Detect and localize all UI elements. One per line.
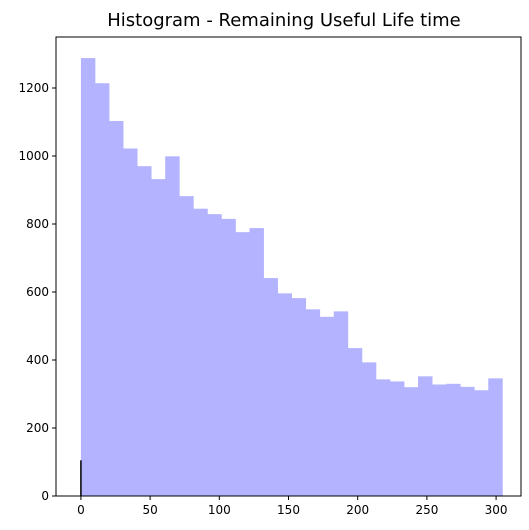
histogram-bar bbox=[403, 387, 419, 496]
x-tick-label: 100 bbox=[208, 503, 231, 517]
y-tick-label: 600 bbox=[26, 285, 49, 299]
histogram-bar bbox=[193, 208, 208, 496]
histogram-bar bbox=[375, 379, 391, 496]
y-tick-label: 800 bbox=[26, 217, 49, 231]
x-tick-label: 200 bbox=[346, 503, 369, 517]
histogram-bar bbox=[151, 179, 166, 496]
histogram-bar bbox=[249, 228, 264, 496]
histogram-bar bbox=[277, 293, 293, 496]
histogram-bar bbox=[179, 196, 194, 496]
histogram-bar bbox=[291, 298, 307, 496]
histogram-bar bbox=[446, 383, 461, 496]
histogram-bar bbox=[263, 278, 278, 496]
y-axis: 0 200 400 600 800 1000 1200 bbox=[18, 81, 56, 503]
histogram-bar bbox=[109, 120, 124, 496]
histogram-bar bbox=[361, 362, 377, 496]
histogram-bar bbox=[137, 166, 152, 496]
y-tick-label: 0 bbox=[41, 489, 49, 503]
histogram-bar bbox=[207, 214, 222, 496]
histogram-bar bbox=[305, 309, 321, 496]
y-tick-label: 400 bbox=[26, 353, 49, 367]
x-tick-label: 250 bbox=[415, 503, 438, 517]
y-tick-label: 200 bbox=[26, 421, 49, 435]
histogram-bar bbox=[235, 232, 250, 496]
histogram-bar bbox=[333, 311, 349, 496]
histogram-bar bbox=[460, 386, 475, 496]
x-tick-label: 0 bbox=[77, 503, 85, 517]
x-tick-label: 300 bbox=[485, 503, 508, 517]
histogram-bar bbox=[94, 83, 110, 497]
histogram-bar bbox=[488, 378, 503, 496]
histogram-bar bbox=[319, 316, 335, 496]
histogram-bar bbox=[221, 218, 236, 496]
y-tick-label: 1000 bbox=[18, 149, 49, 163]
histogram-bar bbox=[432, 384, 447, 496]
histogram-bar bbox=[165, 156, 180, 496]
histogram-bar bbox=[123, 148, 138, 496]
y-tick-label: 1200 bbox=[18, 81, 49, 95]
histogram-bar bbox=[347, 348, 363, 496]
histogram-bar bbox=[474, 390, 489, 496]
histogram-bars bbox=[80, 58, 503, 497]
x-tick-label: 50 bbox=[142, 503, 157, 517]
chart-title: Histogram - Remaining Useful Life time bbox=[107, 10, 461, 31]
histogram-bar bbox=[418, 376, 433, 496]
histogram-bar bbox=[80, 58, 96, 497]
histogram-bar bbox=[389, 381, 405, 496]
x-axis: 0 50 100 150 200 250 300 bbox=[77, 496, 508, 517]
x-tick-label: 150 bbox=[277, 503, 300, 517]
